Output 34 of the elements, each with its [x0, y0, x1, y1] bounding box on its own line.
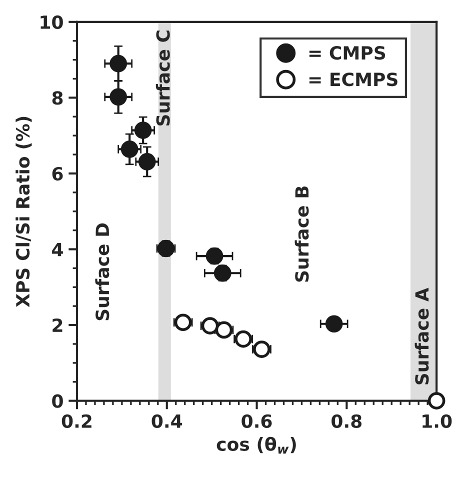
- point: [325, 315, 343, 333]
- point: [214, 264, 232, 282]
- point: [201, 317, 219, 334]
- y-tick-label: 0: [52, 394, 63, 408]
- annotation: Surface D: [95, 223, 110, 320]
- point: [120, 140, 138, 158]
- band-label: Surface A: [414, 288, 429, 384]
- y-axis-title: XPS Cl/Si Ratio (%): [16, 116, 32, 308]
- point: [253, 340, 270, 358]
- point: [234, 330, 252, 348]
- point: [174, 314, 192, 332]
- legend-label: = CMPS: [309, 46, 386, 60]
- point: [138, 153, 156, 170]
- y-tick-label: 2: [52, 318, 62, 332]
- annotation: Surface B: [294, 186, 309, 282]
- point: [215, 321, 233, 339]
- x-tick-label: 0.4: [152, 414, 182, 428]
- point: [110, 54, 128, 72]
- y-tick-label: 6: [52, 166, 63, 181]
- band-label: Surface C: [156, 30, 170, 126]
- y-tick-label: 8: [52, 91, 63, 105]
- point: [428, 392, 446, 410]
- y-tick-label: 10: [40, 15, 63, 30]
- point: [134, 122, 152, 139]
- point: [110, 88, 128, 106]
- x-tick-label: 0.6: [242, 414, 272, 428]
- x-axis-title: cos (θ$_{w}$): [216, 436, 296, 454]
- point: [206, 247, 224, 265]
- x-tick-label: 1.0: [422, 414, 452, 428]
- point: [157, 240, 175, 258]
- x-tick-label: 0.2: [62, 414, 92, 428]
- x-tick-label: 0.8: [332, 414, 362, 428]
- legend-label: = ECMPS: [309, 72, 398, 86]
- y-tick-label: 4: [52, 242, 63, 256]
